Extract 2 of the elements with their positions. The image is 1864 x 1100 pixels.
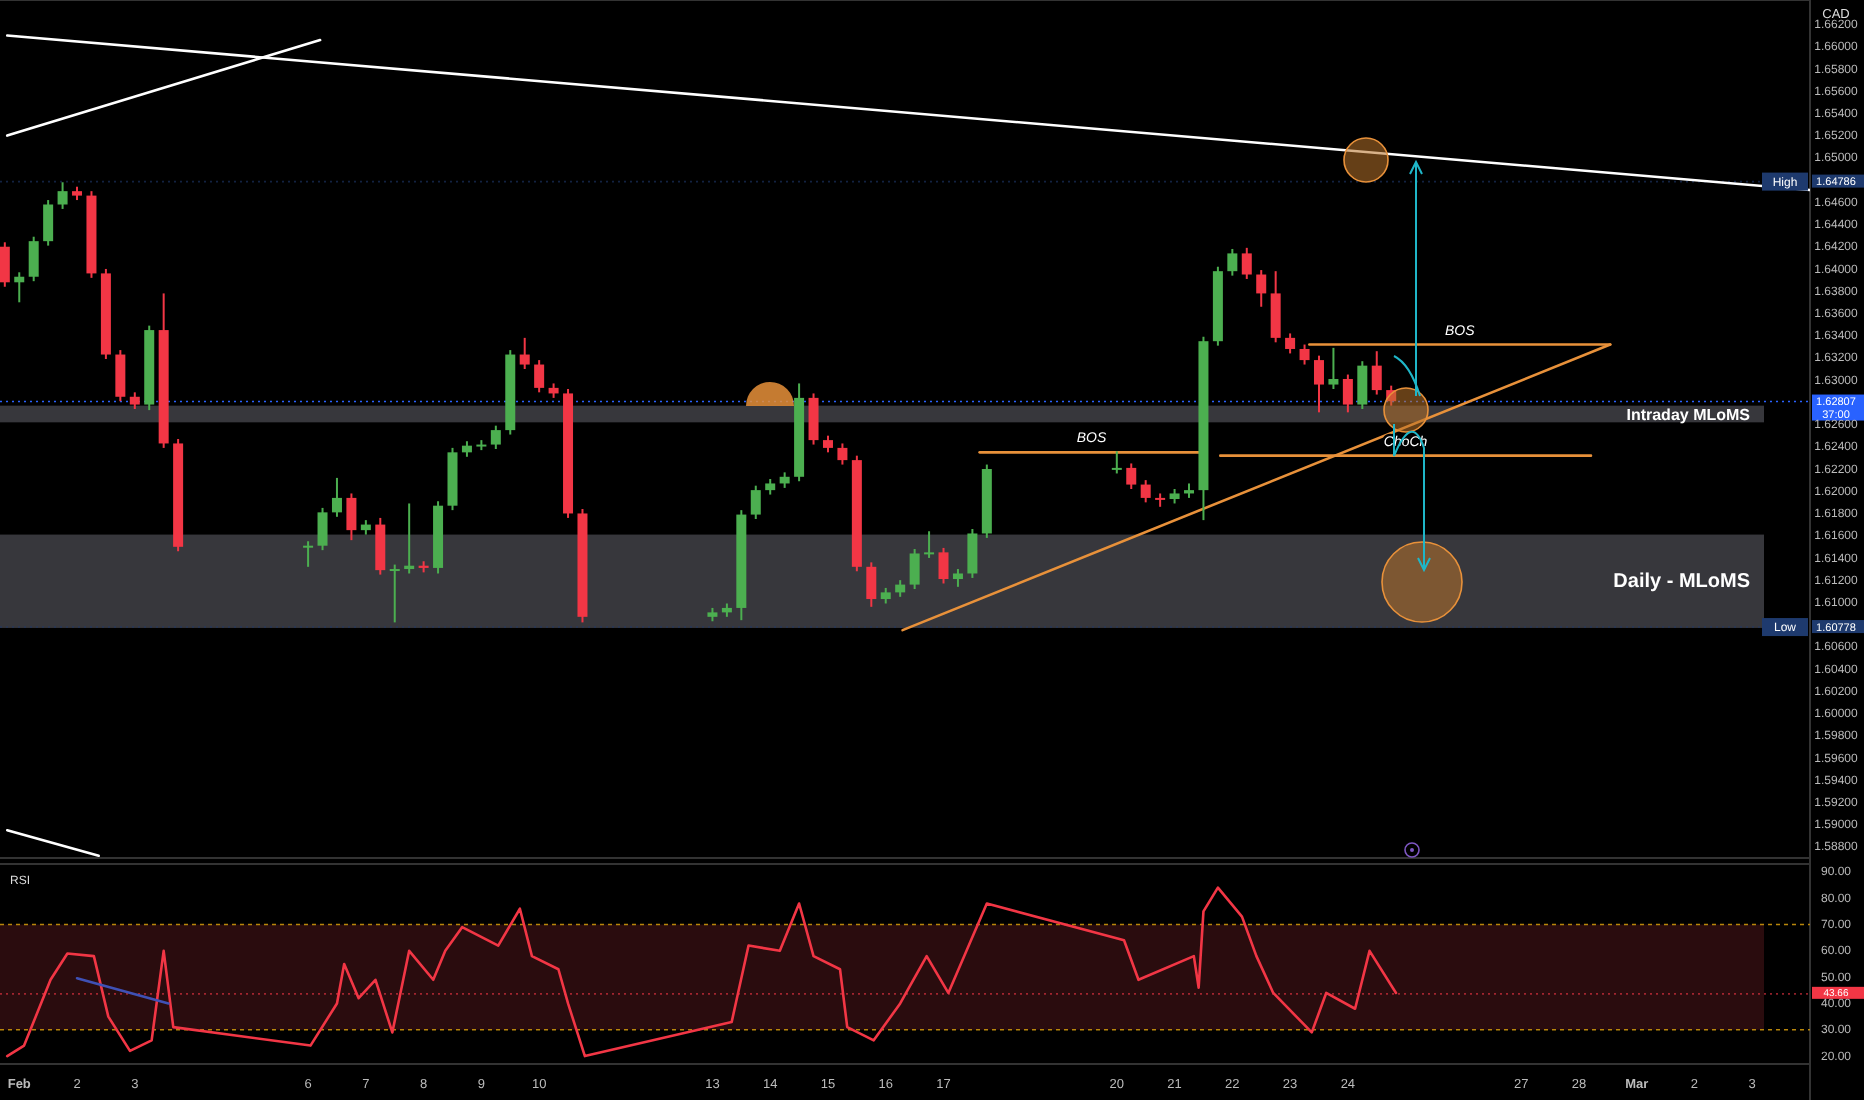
band-label: Daily - MLoMS — [1613, 571, 1751, 594]
band-label: Intraday MLoMS — [1626, 406, 1752, 424]
